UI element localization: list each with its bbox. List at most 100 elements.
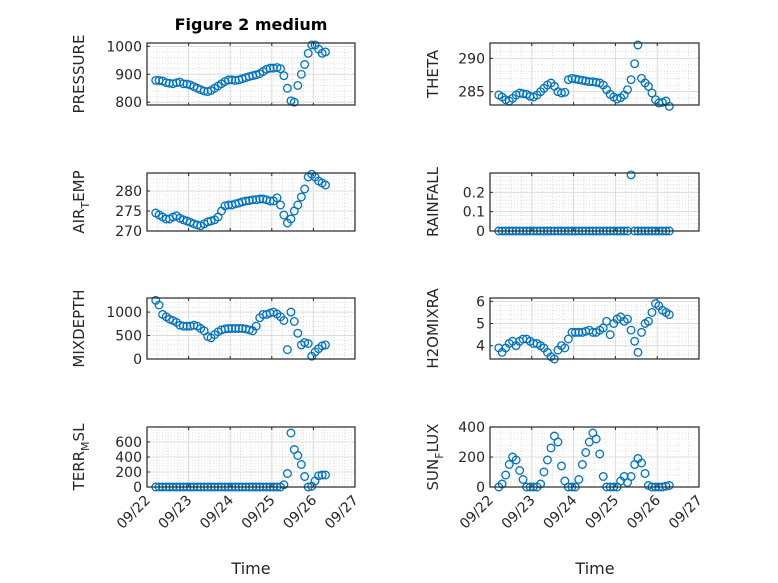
y-axis-label-part: PRESSURE (70, 35, 88, 114)
data-point (300, 472, 310, 481)
data-point (296, 69, 306, 79)
data-point (598, 472, 608, 481)
data-point (637, 327, 646, 337)
y-tick-label: 0.1 (463, 205, 485, 221)
data-point (289, 317, 299, 326)
data-point (289, 97, 299, 107)
axes-box (146, 172, 356, 232)
subplot-rainfall: 0 0.1 0.2 RAINFALL (424, 166, 700, 240)
axes-box (146, 426, 356, 488)
data-point (286, 214, 296, 224)
y-tick-label: 1000 (106, 305, 142, 321)
data-point (314, 471, 324, 481)
data-point (563, 334, 573, 344)
data-point (272, 193, 282, 203)
data-point (154, 300, 164, 310)
y-tick-label: 5 (476, 317, 485, 333)
data-point (286, 307, 296, 317)
data-point (633, 347, 643, 357)
x-tick-label: 09/23 (156, 493, 196, 533)
y-tick-label: 0 (133, 352, 142, 368)
data-point (244, 196, 254, 206)
subplot-sun-flux: 0 200 400 SUNFLUX 09/22 09/23 09/24 09/25 09/26 0… (424, 420, 706, 532)
data-point (515, 466, 525, 475)
data-point (630, 336, 640, 346)
y-tick-label: 900 (115, 67, 142, 83)
y-tick-label: 280 (115, 184, 142, 200)
y-axis-label: AIRTEMP (70, 170, 92, 233)
data-point (626, 472, 636, 481)
data-point (224, 75, 233, 85)
data-point (276, 64, 285, 74)
y-axis-label-part: THETA (424, 49, 442, 99)
x-tick-label: 09/25 (239, 493, 279, 533)
x-tick-label: 09/26 (280, 492, 320, 532)
data-point (296, 460, 306, 469)
y-axis-label: H2OMIXRA (424, 288, 442, 369)
y-axis-label: RAINFALL (424, 166, 442, 237)
data-point (626, 325, 636, 335)
y-axis-label-part: SUN (424, 459, 442, 491)
x-tick-label: 09/27 (666, 493, 706, 533)
data-point (251, 321, 261, 331)
data-point (574, 475, 584, 484)
data-point (178, 321, 188, 331)
y-axis-label: THETA (424, 49, 442, 99)
data-point (300, 338, 310, 348)
data-point (321, 180, 330, 190)
data-point (553, 437, 563, 447)
y-axis-label-subscript: M (79, 441, 92, 451)
plot-area (490, 173, 699, 231)
data-point (307, 40, 317, 50)
y-axis-label: MIXDEPTH (70, 289, 88, 367)
data-point (623, 314, 632, 324)
y-tick-label: 285 (458, 85, 485, 101)
data-point (557, 88, 566, 98)
data-point (567, 327, 577, 337)
y-tick-label: 600 (115, 435, 142, 451)
data-point (643, 81, 653, 91)
subplot-pressure: 800 900 1000 PRESSURE (70, 35, 356, 114)
data-point (282, 345, 292, 355)
data-point (279, 71, 289, 81)
y-tick-label: 400 (115, 450, 142, 466)
data-point (591, 434, 601, 444)
x-tick-label: 09/22 (457, 493, 497, 533)
data-point (300, 60, 310, 69)
data-point (317, 470, 327, 480)
data-point (647, 307, 657, 317)
y-axis-label-part: SL (70, 423, 88, 442)
y-axis-label-part: EMP (70, 170, 88, 201)
y-tick-label: 275 (115, 204, 142, 220)
data-point (293, 451, 303, 460)
data-point (300, 184, 310, 194)
x-axis-label-left: Time (230, 559, 270, 578)
data-point (504, 460, 514, 469)
y-axis-label-part: MIXDEPTH (70, 289, 88, 367)
data-point (543, 455, 552, 465)
data-point (279, 210, 289, 220)
data-point (321, 470, 330, 480)
subplot-h2omixra: 4 5 6 H2OMIXRA (424, 288, 700, 369)
data-point (279, 480, 289, 490)
y-axis-label: SUNFLUX (424, 424, 446, 491)
x-tick-label: 09/22 (114, 493, 154, 533)
x-tick-label: 09/25 (582, 493, 622, 533)
subplot-theta: 285 290 THETA (424, 40, 700, 111)
y-tick-label: 200 (115, 465, 142, 481)
data-point (577, 460, 587, 469)
y-tick-label: 4 (476, 339, 485, 355)
data-point (189, 320, 199, 330)
y-tick-label: 6 (476, 294, 485, 310)
y-tick-label: 800 (115, 95, 142, 111)
x-tick-label: 09/24 (197, 492, 237, 532)
data-point (199, 86, 209, 96)
data-point (640, 469, 650, 478)
y-tick-label: 200 (458, 450, 485, 466)
data-point (518, 475, 528, 484)
data-point (557, 461, 566, 471)
y-tick-label: 0 (476, 224, 485, 240)
y-tick-label: 290 (458, 51, 485, 67)
x-axis-label-right: Time (574, 559, 614, 578)
subplot-air-temp: 270 275 280 AIRTEMP (70, 169, 356, 240)
